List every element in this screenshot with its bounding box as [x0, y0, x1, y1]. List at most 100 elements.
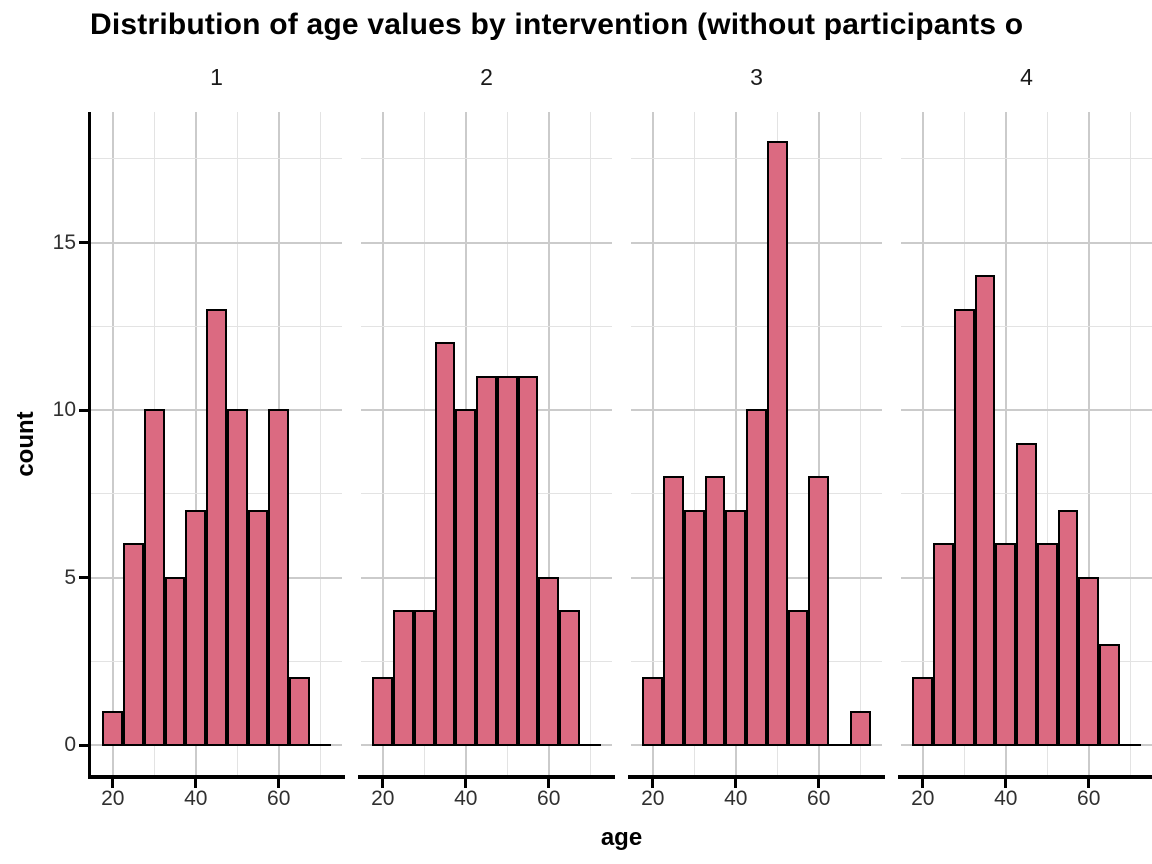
gridline-major-vertical [1004, 112, 1007, 777]
histogram-bar [787, 610, 809, 747]
histogram-bar [849, 710, 871, 747]
gridline-major-horizontal [631, 241, 882, 244]
histogram-bar [642, 677, 664, 747]
histogram-bar [995, 543, 1017, 747]
histogram-bar [289, 677, 310, 747]
gridline-major-vertical [547, 112, 550, 777]
histogram-bar [372, 677, 394, 747]
gridline-minor-vertical [1129, 112, 1131, 777]
gridline-major-horizontal [361, 241, 612, 244]
histogram-bar [1078, 576, 1100, 747]
histogram-bar [704, 476, 726, 747]
y-axis-tick [79, 241, 88, 245]
histogram-bar [663, 476, 684, 747]
histogram-bar [1057, 509, 1079, 747]
y-tick-label: 5 [64, 565, 76, 589]
x-tick-label: 60 [1077, 787, 1101, 810]
histogram-bar [538, 576, 560, 747]
histogram-bar [164, 576, 186, 747]
histogram-bar [1036, 543, 1058, 747]
x-axis-title: age [600, 824, 643, 851]
histogram-bar [226, 409, 248, 747]
gridline-minor-horizontal [901, 325, 1152, 327]
x-axis-tick [921, 779, 925, 788]
x-tick-label: 20 [101, 787, 125, 810]
x-axis-tick [111, 779, 115, 788]
gridline-major-horizontal [91, 241, 342, 244]
facet-strip-label: 3 [750, 64, 763, 90]
histogram-bar [808, 476, 830, 747]
x-tick-label: 60 [537, 787, 561, 810]
histogram-bar [102, 710, 124, 747]
histogram-bar [933, 543, 954, 747]
facet-panel [631, 112, 882, 777]
gridline-minor-horizontal [631, 325, 882, 327]
x-axis-tick [464, 779, 468, 788]
facet-panel [901, 112, 1152, 777]
gridline-minor-horizontal [361, 158, 612, 160]
x-tick-label: 40 [184, 787, 208, 810]
histogram-bar [1099, 643, 1120, 747]
histogram-bar [206, 308, 227, 747]
chart-title: Distribution of age values by interventi… [90, 8, 1024, 41]
facet-panel [361, 112, 612, 777]
facet-strip-label: 1 [210, 64, 223, 90]
histogram-bar [185, 509, 207, 747]
histogram-bar [434, 342, 456, 747]
histogram-bar [746, 409, 767, 747]
x-axis-tick [817, 779, 821, 788]
gridline-minor-vertical [319, 112, 321, 777]
x-tick-label: 20 [641, 787, 665, 810]
histogram-bar [559, 610, 580, 747]
y-tick-label: 15 [52, 230, 76, 254]
y-axis-tick [79, 576, 88, 580]
histogram-bar [496, 375, 518, 747]
histogram-bar [393, 610, 414, 747]
gridline-major-vertical [1087, 112, 1090, 777]
x-axis-line [628, 775, 885, 779]
x-axis-tick [1004, 779, 1008, 788]
x-axis-tick [1087, 779, 1091, 788]
gridline-major-vertical [111, 112, 114, 777]
histogram-bar [455, 409, 477, 747]
histogram-bar [683, 509, 705, 747]
y-axis-tick [79, 408, 88, 412]
gridline-minor-horizontal [901, 158, 1152, 160]
gridline-minor-vertical [1046, 112, 1048, 777]
x-axis-line [88, 775, 345, 779]
gridline-major-vertical [381, 112, 384, 777]
gridline-major-vertical [651, 112, 654, 777]
y-tick-label: 10 [52, 398, 76, 422]
facet-panel [91, 112, 342, 777]
x-tick-label: 20 [911, 787, 935, 810]
gridline-major-horizontal [901, 241, 1152, 244]
histogram-bar [476, 375, 497, 747]
x-axis-line [358, 775, 615, 779]
gridline-minor-vertical [423, 112, 425, 777]
histogram-bar [766, 141, 788, 747]
gridline-minor-horizontal [361, 325, 612, 327]
histogram-bar [268, 409, 290, 747]
histogram-bar [123, 543, 144, 747]
gridline-minor-vertical [859, 112, 861, 777]
facet-strip-label: 2 [480, 64, 493, 90]
histogram-bar [247, 509, 269, 747]
histogram-bar [517, 375, 539, 747]
histogram-bar [953, 308, 975, 747]
x-tick-label: 40 [454, 787, 478, 810]
x-tick-label: 40 [994, 787, 1018, 810]
gridline-minor-horizontal [91, 158, 342, 160]
x-axis-tick [651, 779, 655, 788]
histogram-bar [912, 677, 934, 747]
x-axis-tick [734, 779, 738, 788]
x-axis-tick [547, 779, 551, 788]
x-axis-tick [381, 779, 385, 788]
y-axis-tick [79, 743, 88, 747]
gridline-minor-vertical [693, 112, 695, 777]
histogram-bar [143, 409, 165, 747]
y-axis-title: count [12, 411, 39, 477]
x-axis-tick [194, 779, 198, 788]
gridline-minor-horizontal [631, 158, 882, 160]
gridline-major-vertical [817, 112, 820, 777]
